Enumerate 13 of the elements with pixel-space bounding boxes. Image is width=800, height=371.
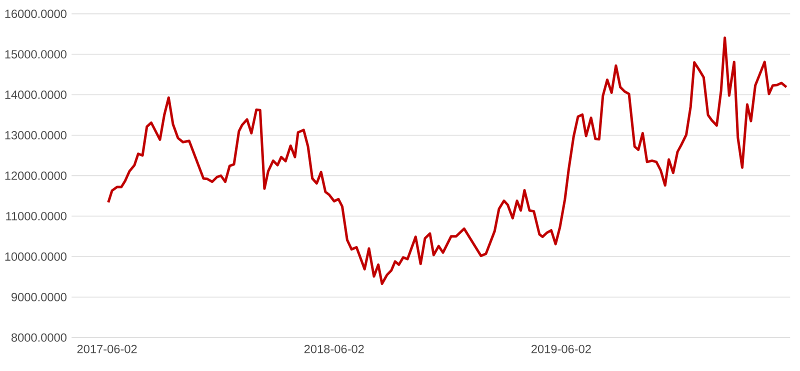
y-tick-label: 15000.0000 (5, 50, 66, 58)
x-tick-label: 2019-06-02 (532, 344, 591, 354)
y-tick-label: 13000.0000 (5, 130, 66, 140)
line-series (107, 36, 788, 285)
y-tick-label: 14000.0000 (5, 90, 66, 99)
y-tick-label: 8000.0000 (11, 333, 66, 342)
x-tick-label: 2018-06-02 (304, 344, 364, 354)
y-tick-label: 9000.0000 (12, 292, 66, 302)
y-tick-label: 11000.0000 (6, 212, 66, 220)
y-tick-label: 10000.0000 (5, 252, 66, 261)
y-tick-label: 16000.0000 (5, 10, 66, 18)
x-tick-label: 2017-06-02 (77, 344, 137, 354)
y-tick-label: 12000.0000 (5, 171, 66, 180)
